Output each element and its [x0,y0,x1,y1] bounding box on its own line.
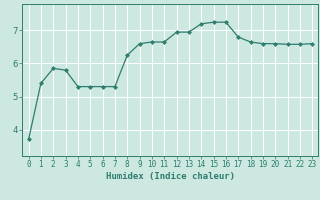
X-axis label: Humidex (Indice chaleur): Humidex (Indice chaleur) [106,172,235,181]
